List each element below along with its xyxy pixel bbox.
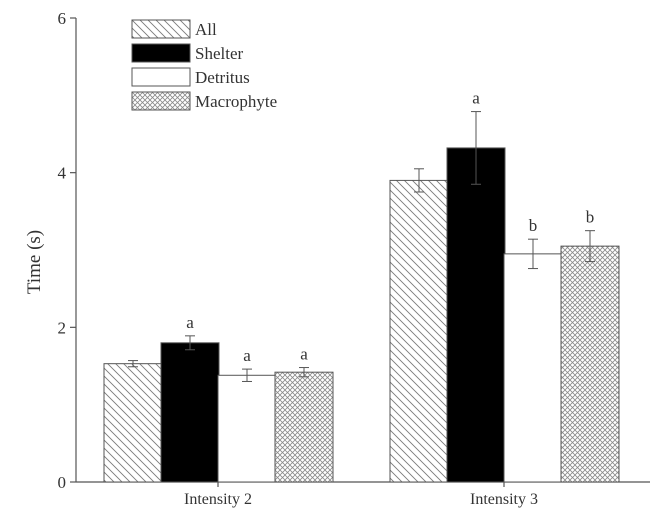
bar-detritus: [503, 253, 563, 483]
bar-all: [103, 363, 163, 483]
category-label: Intensity 3: [470, 491, 538, 508]
significance-label: a: [186, 313, 194, 332]
legend-swatch-detritus: [131, 67, 191, 87]
legend-label: All: [195, 20, 217, 39]
bars: a a a a b b: [103, 89, 620, 483]
legend-swatch-macrophyte: [131, 91, 191, 111]
significance-label: b: [529, 216, 538, 235]
legend-label: Detritus: [195, 68, 250, 87]
bar-macrophyte: [560, 245, 620, 483]
bar-macrophyte: [274, 371, 334, 483]
significance-label: a: [243, 346, 251, 365]
significance-label: a: [300, 345, 308, 364]
bar-detritus: [217, 374, 277, 483]
y-tick-label: 0: [58, 473, 67, 492]
bar-all: [389, 179, 449, 483]
bar-shelter: [160, 342, 220, 483]
legend: All Shelter Detritus Macrophyte: [131, 19, 277, 111]
legend-swatch-shelter: [131, 43, 191, 63]
y-tick-label: 6: [58, 9, 67, 28]
y-tick-label: 4: [58, 164, 67, 183]
category-label: Intensity 2: [184, 491, 252, 508]
significance-label: b: [586, 208, 595, 227]
bar-shelter: [446, 147, 506, 483]
significance-label: a: [472, 89, 480, 108]
legend-swatch-all: [131, 19, 191, 39]
y-axis-label: Time (s): [24, 230, 45, 294]
legend-label: Shelter: [195, 44, 243, 63]
y-tick-label: 2: [58, 318, 67, 337]
legend-label: Macrophyte: [195, 92, 277, 111]
